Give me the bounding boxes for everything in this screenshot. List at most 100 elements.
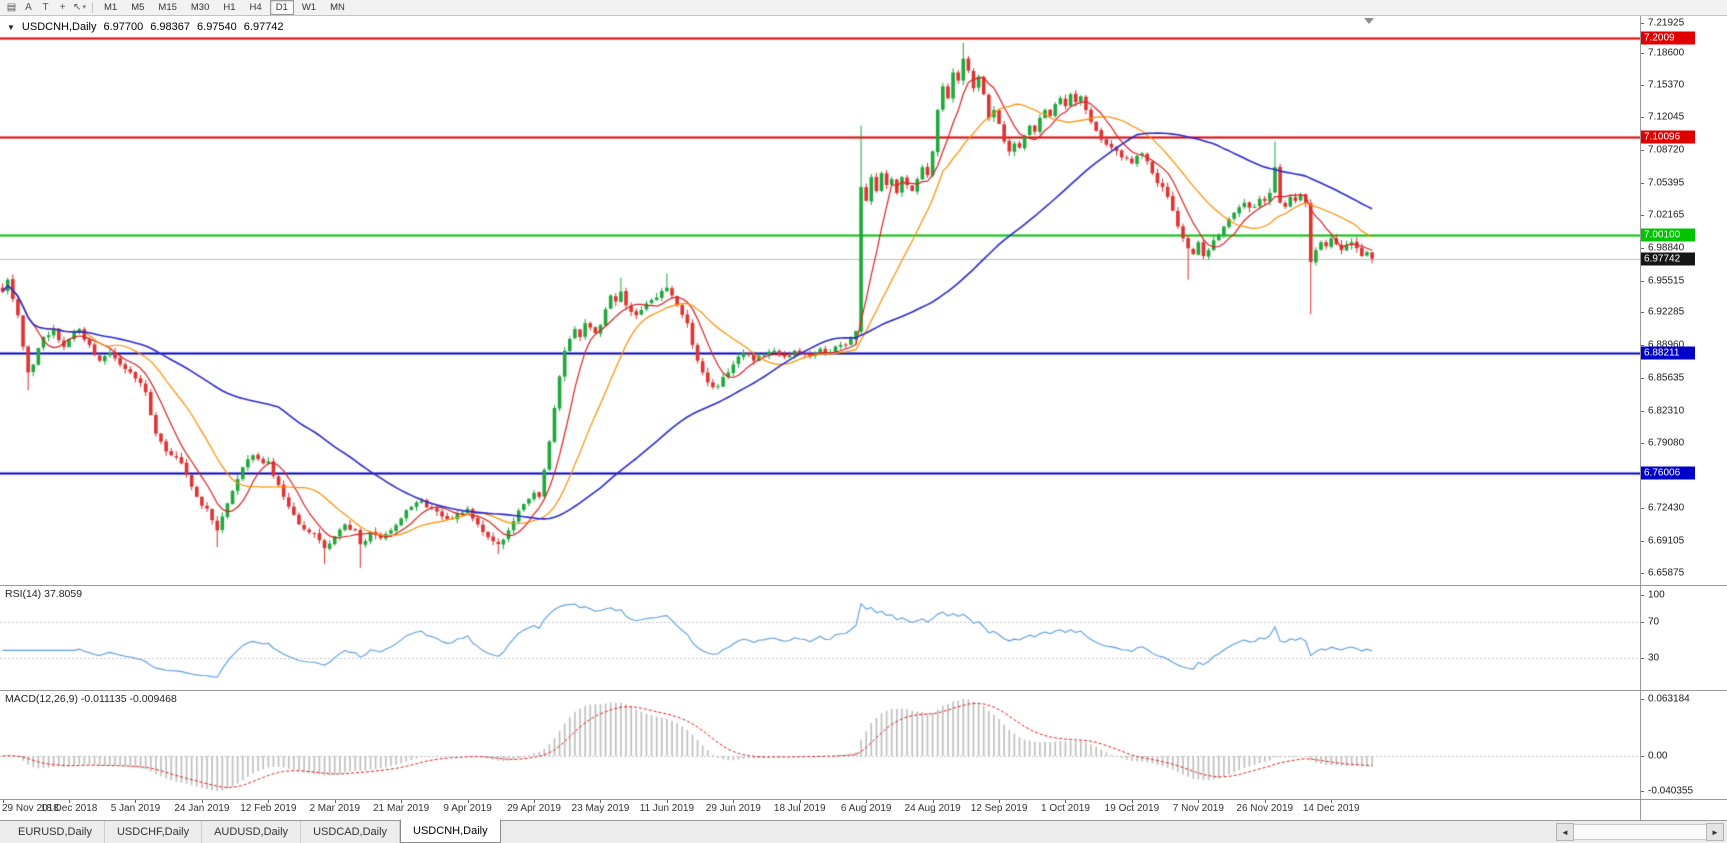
date-label: 9 Apr 2019 [443, 803, 492, 814]
cursor-tool-icon[interactable]: A [25, 1, 32, 13]
macd-name: MACD(12,26,9) [5, 693, 78, 705]
timeframe-mn-button[interactable]: MN [330, 2, 345, 13]
price-chart-canvas[interactable] [0, 16, 1640, 799]
tab-scrollbar: ◄ ► [1556, 821, 1727, 843]
tab-scroll-right-button[interactable]: ► [1706, 823, 1724, 841]
timeframe-m1-button[interactable]: M1 [104, 2, 118, 13]
tab-usdchf[interactable]: USDCHF,Daily [105, 821, 203, 843]
date-axis-separator [0, 799, 1727, 800]
tab-audusd[interactable]: AUDUSD,Daily [202, 821, 302, 843]
price-tick: 7.18600 [1648, 47, 1685, 59]
date-label: 18 Dec 2018 [40, 803, 98, 814]
ohlc-close: 6.97742 [243, 21, 284, 33]
price-axis-tick-mark [1640, 443, 1644, 444]
price-tick: 7.12045 [1648, 111, 1685, 123]
date-axis-tick-mark [3, 799, 4, 803]
current-price-badge: 6.97742 [1641, 252, 1695, 266]
timeframe-h1-button[interactable]: H1 [223, 2, 236, 13]
price-tick: 6.88960 [1648, 340, 1684, 351]
date-axis-tick-mark [600, 799, 601, 803]
tab-usdcnh[interactable]: USDCNH,Daily [400, 819, 501, 843]
ohlc-low: 6.97540 [197, 21, 237, 33]
macd-label: MACD(12,26,9) -0.011135 -0.009468 [5, 693, 177, 705]
tool-icons-group: ▤ A T + ↖ ▾ [3, 1, 88, 15]
date-label: 21 Mar 2019 [373, 803, 430, 814]
date-label: 23 May 2019 [571, 803, 630, 814]
price-axis-tick-mark [1640, 573, 1644, 574]
macd-axis-tick-mark [1640, 699, 1644, 700]
chart-window-icon[interactable]: ▤ [6, 1, 17, 13]
price-axis-tick-mark [1640, 53, 1644, 54]
toolbar-separator [92, 2, 93, 13]
text-tool-icon[interactable]: T [42, 1, 49, 13]
date-label: 12 Sep 2019 [970, 803, 1028, 814]
price-tick: 6.72430 [1648, 502, 1685, 514]
tab-scroll-left-button[interactable]: ◄ [1556, 823, 1574, 841]
price-axis-tick-mark [1640, 508, 1644, 509]
chart-shift-marker-icon[interactable] [1364, 18, 1374, 24]
price-tick: 6.65875 [1648, 567, 1685, 579]
timeframe-m15-button[interactable]: M15 [158, 2, 177, 13]
date-axis-tick-mark [1198, 799, 1199, 803]
rsi-axis-tick: 100 [1648, 589, 1665, 601]
timeframe-h4-button[interactable]: H4 [249, 2, 262, 13]
tab-eurusd[interactable]: EURUSD,Daily [6, 821, 105, 843]
rsi-axis-tick: 30 [1648, 652, 1660, 664]
chart-tab-bar: EURUSD,Daily USDCHF,Daily AUDUSD,Daily USDC… [0, 819, 1727, 843]
date-axis-tick-mark [468, 799, 469, 803]
macd-axis-tick-mark [1640, 756, 1644, 757]
date-label: 24 Jan 2019 [174, 803, 230, 814]
date-axis-tick-mark [202, 799, 203, 803]
date-label: 19 Oct 2019 [1104, 803, 1160, 814]
date-axis-tick-mark [733, 799, 734, 803]
crosshair-tool-icon[interactable]: + [59, 1, 66, 13]
price-axis-tick-mark [1640, 281, 1644, 282]
macd-signal-value: -0.009468 [129, 693, 177, 705]
price-axis-tick-mark [1640, 117, 1644, 118]
date-axis-tick-mark [1331, 799, 1332, 803]
symbol-dropdown-icon[interactable]: ▼ [7, 22, 15, 32]
timeframe-w1-button[interactable]: W1 [301, 2, 317, 13]
draw-arrow-tool-icon[interactable]: ↖ ▾ [73, 1, 86, 13]
date-axis-tick-mark [534, 799, 535, 803]
price-tick: 7.02165 [1648, 209, 1685, 221]
date-axis-tick-mark [69, 799, 70, 803]
timeframe-group: M1 M5 M15 M30 H1 H4 D1 W1 MN [97, 0, 352, 15]
date-label: 29 Jun 2019 [705, 803, 761, 814]
date-axis-tick-mark [401, 799, 402, 803]
price-tick: 7.08720 [1648, 144, 1685, 156]
date-label: 6 Aug 2019 [840, 803, 892, 814]
symbol-label: USDCNH,Daily [21, 21, 97, 33]
date-label: 18 Jul 2019 [773, 803, 826, 814]
price-axis-tick-mark [1640, 411, 1644, 412]
rsi-label: RSI(14) 37.8059 [5, 588, 82, 600]
date-label: 5 Jan 2019 [110, 803, 161, 814]
date-axis-tick-mark [999, 799, 1000, 803]
rsi-panel-separator[interactable] [0, 585, 1727, 586]
timeframe-m30-button[interactable]: M30 [190, 2, 210, 13]
tab-scroll-track[interactable] [1574, 824, 1706, 840]
timeframe-d1-button[interactable]: D1 [269, 0, 294, 15]
macd-panel-separator[interactable] [0, 690, 1727, 691]
macd-axis-tick: -0.040355 [1648, 785, 1694, 797]
price-level-badge: 6.88211 [1641, 346, 1695, 360]
timeframe-m5-button[interactable]: M5 [131, 2, 145, 13]
rsi-axis-tick-mark [1640, 622, 1644, 623]
price-tick: 6.82310 [1648, 405, 1685, 417]
date-label: 11 Jun 2019 [639, 803, 695, 814]
chart-tabs: EURUSD,Daily USDCHF,Daily AUDUSD,Daily USDC… [6, 819, 501, 843]
price-axis-tick-mark [1640, 312, 1644, 313]
tab-usdcad[interactable]: USDCAD,Daily [301, 821, 401, 843]
price-tick: 6.92285 [1648, 306, 1685, 318]
price-level-badge: 7.10096 [1641, 130, 1695, 144]
rsi-name: RSI(14) [5, 588, 42, 600]
rsi-value: 37.8059 [44, 588, 83, 600]
date-label: 2 Mar 2019 [309, 803, 361, 814]
date-axis-tick-mark [667, 799, 668, 803]
ohlc-open: 6.97700 [103, 21, 144, 33]
price-tick: 7.05395 [1648, 177, 1685, 189]
date-label: 29 Apr 2019 [507, 803, 561, 814]
date-label: 26 Nov 2019 [1236, 803, 1294, 814]
price-level-badge: 7.2009 [1641, 31, 1695, 45]
